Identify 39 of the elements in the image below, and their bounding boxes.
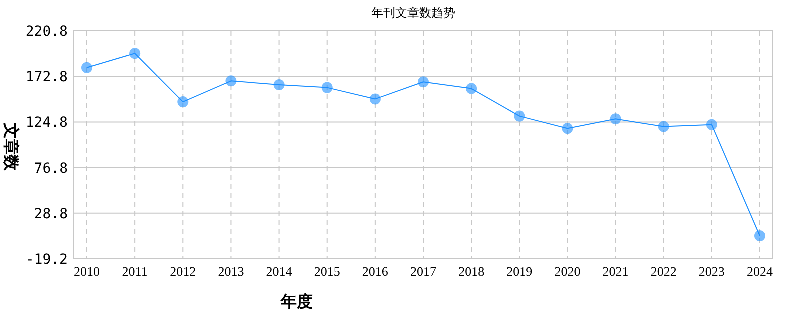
x-tick-label: 2015: [314, 264, 340, 279]
point: [562, 123, 574, 134]
point: [466, 83, 478, 94]
y-tick-label: 76.8: [34, 160, 68, 177]
point: [82, 62, 92, 74]
point: [610, 114, 622, 125]
y-axis-title: 文章数: [2, 122, 20, 172]
y-tick-label: 172.8: [26, 70, 68, 86]
x-tick-label: 2019: [506, 264, 533, 279]
point: [418, 76, 429, 88]
point: [754, 230, 766, 242]
y-tick-label: 220.8: [26, 24, 68, 40]
y-tick-label: 124.8: [26, 115, 68, 132]
x-tick-label: 2014: [266, 264, 293, 279]
x-tick-label: 2023: [698, 264, 725, 279]
point: [370, 94, 381, 105]
x-tick-label: 2018: [458, 264, 485, 279]
x-tick-label: 2022: [650, 264, 677, 279]
y-tick-label: 28.8: [34, 206, 68, 222]
x-tick-label: 2020: [554, 264, 581, 279]
point: [706, 119, 718, 130]
point: [130, 48, 141, 60]
point: [322, 82, 333, 94]
x-tick-label: 2010: [74, 264, 100, 279]
point: [178, 96, 189, 108]
point: [274, 79, 285, 90]
y-tick-label: -19.2: [26, 252, 68, 268]
x-axis-title: 年度: [280, 292, 313, 311]
x-tick-label: 2011: [122, 264, 148, 279]
x-tick-label: 2016: [362, 264, 389, 279]
point: [658, 121, 670, 132]
point: [226, 76, 237, 87]
point: [514, 110, 526, 122]
chart-title: 年刊文章数趋势: [372, 6, 456, 20]
x-tick-label: 2013: [218, 264, 244, 279]
x-tick-label: 2012: [170, 264, 196, 279]
x-tick-label: 2021: [602, 264, 629, 279]
x-tick-label: 2017: [410, 264, 437, 279]
x-tick-label: 2024: [747, 264, 774, 279]
